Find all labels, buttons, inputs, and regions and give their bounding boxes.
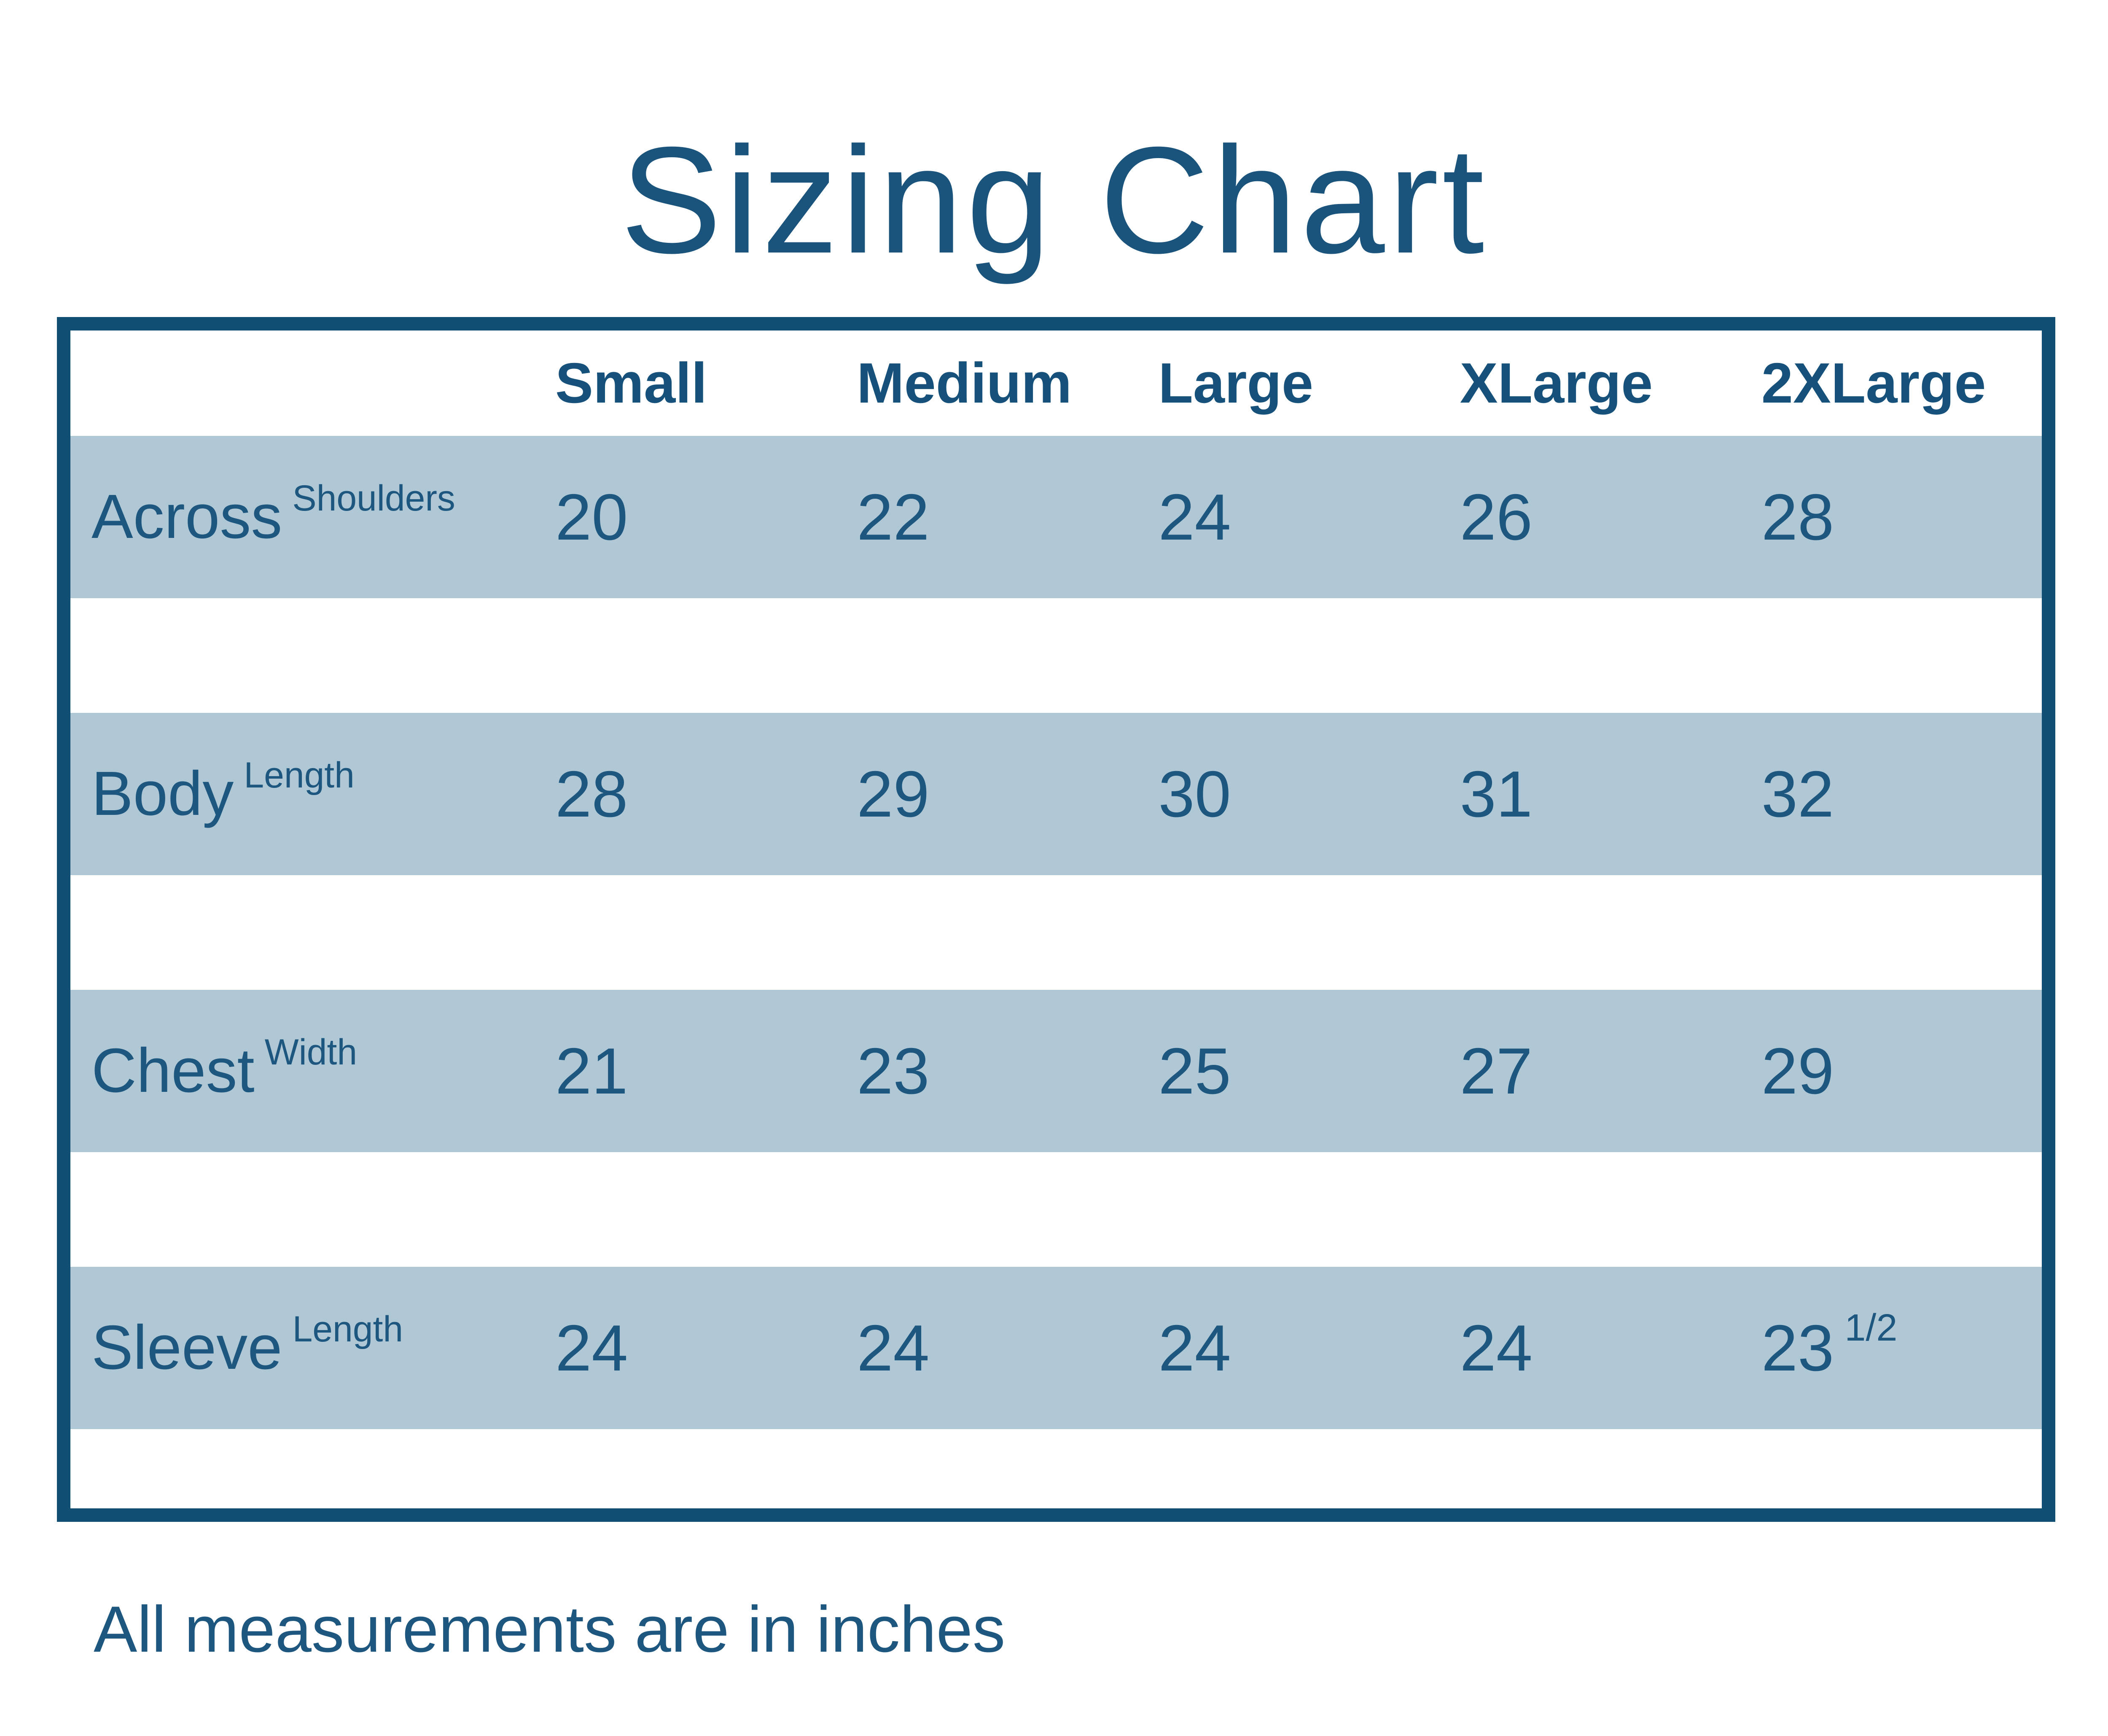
- row-spacer: [70, 598, 2042, 713]
- row-label-cell: Body Length: [70, 713, 534, 875]
- size-value-cell: 23 1/2: [1740, 1267, 2042, 1429]
- fraction-superscript: Length: [244, 755, 355, 795]
- size-value-cell: 21: [555, 1034, 628, 1107]
- column-header-small: Small: [555, 351, 707, 415]
- size-value-cell: 24: [1158, 480, 1231, 554]
- row-label-cell: Across Shoulders: [70, 436, 534, 598]
- size-value-cell: 31: [1460, 757, 1533, 830]
- size-value-cell: 32: [1761, 757, 1834, 830]
- size-value-cell: 23: [857, 1034, 930, 1107]
- size-value-cell: 29: [1761, 1034, 1834, 1107]
- fraction-superscript: Width: [264, 1032, 358, 1072]
- column-header-2xlarge: 2XLarge: [1761, 351, 1986, 415]
- size-value-cell: 22: [857, 480, 930, 554]
- column-header-large: Large: [1158, 351, 1314, 415]
- row-label-cell: Sleeve Length: [70, 1267, 534, 1429]
- size-value-cell: 29: [857, 757, 930, 830]
- table-header-row: Small Medium Large XLarge 2XLarge: [70, 331, 2042, 436]
- column-header-empty: [70, 331, 534, 436]
- row-label-cell: Chest Width: [70, 990, 534, 1152]
- size-value-cell: 25: [1158, 1034, 1231, 1107]
- measurements-note: All measurements are in inches: [94, 1593, 1006, 1666]
- page-title: Sizing Chart: [620, 116, 1488, 285]
- table-row: Body Length 28 29 30 31 32: [70, 713, 2042, 875]
- size-value-cell: 30: [1158, 757, 1231, 830]
- size-value-cell: 28: [555, 757, 628, 830]
- fraction-superscript: Shoulders: [292, 478, 455, 519]
- size-value-cell: 28: [1761, 480, 1834, 554]
- sizing-table: Small Medium Large XLarge 2XLarge Across Shoul…: [57, 317, 2055, 1522]
- table-row: Sleeve Length 24 24 24 24 23 1/2: [70, 1267, 2042, 1429]
- column-header-medium: Medium: [857, 351, 1072, 415]
- table-row: Across Shoulders 20 22 24 26 28: [70, 436, 2042, 598]
- table-row: Chest Width 21 23 25 27 29: [70, 990, 2042, 1152]
- size-value-cell: 24: [555, 1311, 628, 1384]
- size-value-cell: 24: [1158, 1311, 1231, 1384]
- size-value-cell: 20: [555, 480, 628, 554]
- size-value-cell: 26: [1460, 480, 1533, 554]
- row-spacer: [70, 875, 2042, 990]
- table-bottom-padding: [70, 1429, 2042, 1508]
- size-value-cell: 24: [857, 1311, 930, 1384]
- fraction-superscript: 1/2: [1844, 1306, 1898, 1349]
- row-spacer: [70, 1152, 2042, 1267]
- size-value-cell: 27: [1460, 1034, 1533, 1107]
- column-header-xlarge: XLarge: [1460, 351, 1653, 415]
- size-value-cell: 24: [1460, 1311, 1533, 1384]
- fraction-superscript: Length: [292, 1309, 403, 1349]
